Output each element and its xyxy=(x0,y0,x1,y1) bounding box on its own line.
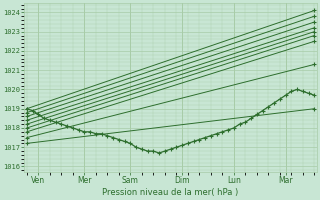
X-axis label: Pression niveau de la mer( hPa ): Pression niveau de la mer( hPa ) xyxy=(102,188,239,197)
